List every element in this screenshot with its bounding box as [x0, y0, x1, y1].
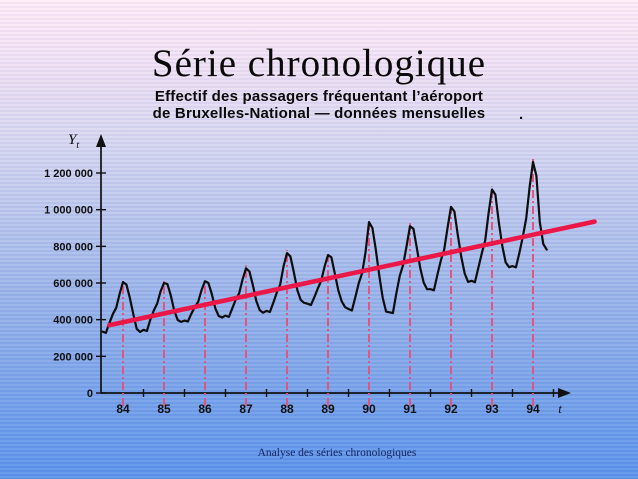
passenger-series-line	[101, 160, 548, 334]
x-year-label: 84	[116, 402, 130, 416]
x-axis-title: t	[558, 401, 562, 416]
footer-text: Analyse des séries chronologiques	[257, 447, 417, 459]
x-year-label: 90	[362, 402, 376, 416]
x-year-label: 89	[321, 402, 335, 416]
x-year-label: 93	[485, 402, 499, 416]
y-axis-title: Yt	[68, 132, 79, 151]
x-year-label: 88	[280, 402, 294, 416]
x-year-label: 85	[157, 402, 171, 416]
trend-line	[107, 219, 597, 328]
subtitle-period: .	[519, 106, 524, 123]
y-tick-label: 800 000	[53, 241, 93, 253]
x-year-label: 91	[403, 402, 417, 416]
page-title: Série chronologique	[151, 42, 487, 85]
x-axis-arrow	[558, 388, 571, 398]
x-year-label: 86	[198, 402, 212, 416]
x-year-label: 94	[526, 402, 540, 416]
y-axis-title-sub: t	[76, 140, 80, 151]
chart-subtitle: Effectif des passagers fréquentant l’aér…	[0, 88, 638, 122]
y-tick-label: 200 000	[53, 351, 93, 363]
y-tick-label: 0	[87, 388, 93, 400]
y-tick-label: 400 000	[53, 315, 93, 327]
y-tick-label: 1 000 000	[44, 205, 93, 217]
x-year-label: 87	[239, 402, 253, 416]
chart-subtitle-line2: de Bruxelles-National — données mensuell…	[152, 104, 486, 122]
y-tick-label: 600 000	[53, 278, 93, 290]
chart-subtitle-line1: Effectif des passagers fréquentant l’aér…	[154, 88, 484, 105]
y-axis-arrow	[96, 134, 106, 147]
x-year-label: 92	[444, 402, 458, 416]
y-axis-title-main: Y	[68, 132, 77, 148]
y-tick-label: 1 200 000	[44, 168, 93, 180]
